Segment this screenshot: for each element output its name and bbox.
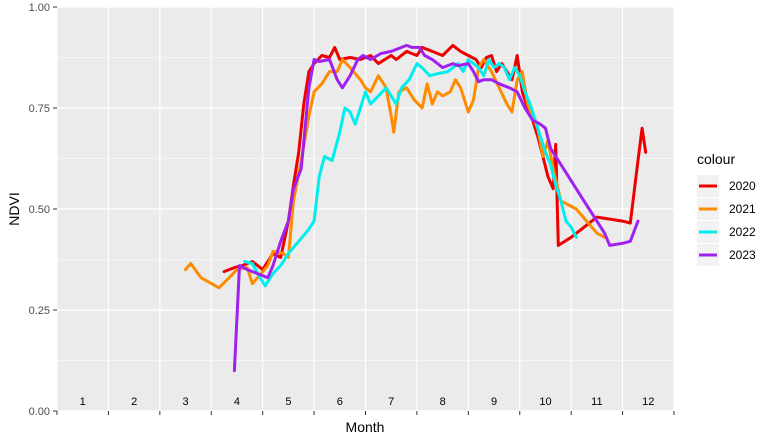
month-label: 9 bbox=[491, 396, 497, 408]
month-labels: 1 2 3 4 5 6 7 8 9 10 11 12 bbox=[80, 396, 655, 408]
month-label: 2 bbox=[131, 396, 137, 408]
y-axis: 0.00 0.25 0.50 0.75 1.00 bbox=[29, 2, 57, 418]
legend-label-2023: 2023 bbox=[729, 248, 756, 262]
month-label: 1 bbox=[80, 396, 86, 408]
x-axis-title: Month bbox=[346, 419, 385, 435]
month-label: 12 bbox=[642, 396, 654, 408]
series-line-2023 bbox=[232, 43, 640, 373]
legend-title: colour bbox=[697, 151, 735, 167]
legend-label-2021: 2021 bbox=[729, 202, 756, 216]
legend-label-2022: 2022 bbox=[729, 225, 756, 239]
month-label: 10 bbox=[539, 396, 551, 408]
series-line-2021 bbox=[184, 58, 607, 290]
y-axis-title: NDVI bbox=[6, 192, 22, 225]
month-label: 8 bbox=[440, 396, 446, 408]
series-line-2020 bbox=[222, 43, 648, 274]
month-label: 7 bbox=[388, 396, 394, 408]
legend-label-2020: 2020 bbox=[729, 179, 756, 193]
legend: colour 2020 2021 2022 2023 bbox=[697, 151, 756, 266]
month-label: 3 bbox=[182, 396, 188, 408]
y-tick-label: 0.25 bbox=[29, 305, 50, 317]
y-tick-label: 0.75 bbox=[29, 103, 50, 115]
y-tick-label: 1.00 bbox=[29, 2, 50, 14]
month-label: 6 bbox=[337, 396, 343, 408]
month-label: 4 bbox=[234, 396, 240, 408]
series-line-2022 bbox=[243, 58, 578, 288]
y-tick-label: 0.50 bbox=[29, 204, 50, 216]
x-axis bbox=[56, 411, 675, 415]
series-lines bbox=[184, 43, 648, 373]
month-label: 11 bbox=[591, 396, 602, 408]
month-label: 5 bbox=[285, 396, 291, 408]
y-tick-label: 0.00 bbox=[29, 406, 50, 418]
